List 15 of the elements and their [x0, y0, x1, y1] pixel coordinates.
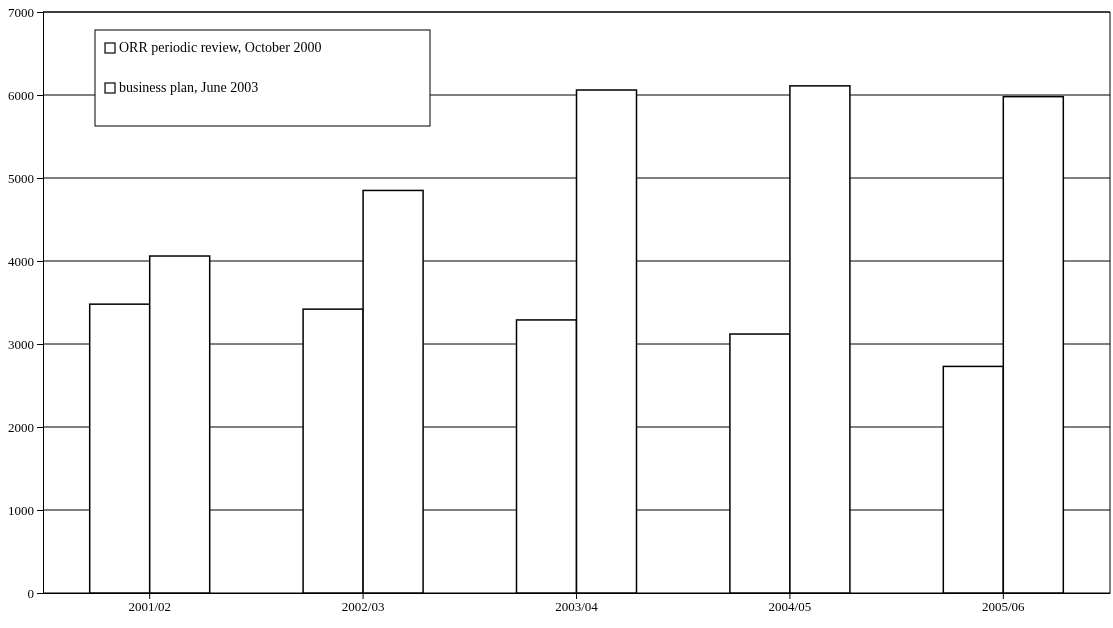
- x-tick-label: 2005/06: [981, 599, 1026, 615]
- y-tick-label: 2000: [8, 419, 34, 435]
- legend-label: ORR periodic review, October 2000: [119, 40, 322, 55]
- y-tick-label: 1000: [8, 502, 34, 518]
- y-tick-label: 7000: [8, 4, 34, 20]
- x-tick-label: 2003/04: [555, 599, 599, 615]
- y-tick-label: 5000: [8, 170, 34, 186]
- y-tick-label: 4000: [8, 253, 34, 269]
- x-tick-label: 2004/05: [768, 599, 812, 615]
- x-tick-label: 2002/03: [341, 599, 385, 615]
- legend-label: business plan, June 2003: [119, 80, 259, 95]
- y-tick-label: 6000: [8, 87, 34, 103]
- x-tick-label: 2001/02: [128, 599, 172, 615]
- y-tick-label: 0: [27, 585, 34, 601]
- y-tick-label: 3000: [8, 336, 34, 352]
